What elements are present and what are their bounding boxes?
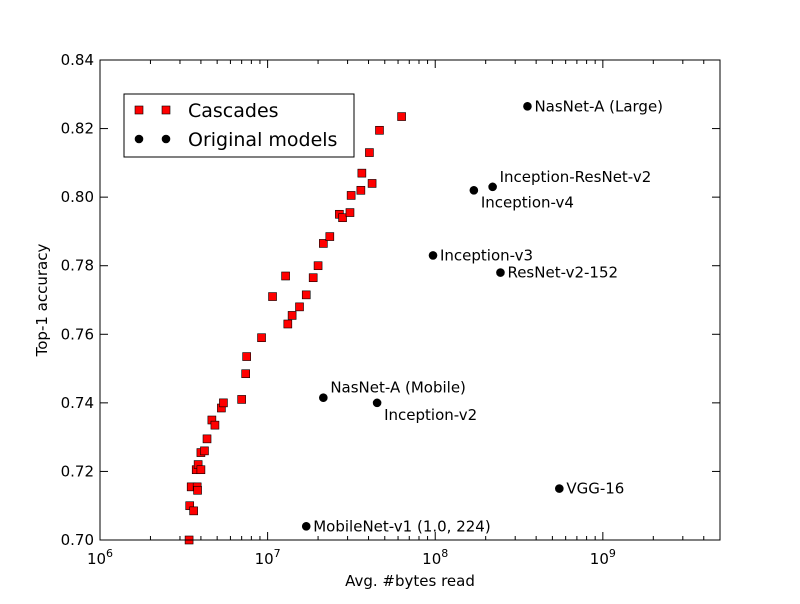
cascade-point [308, 273, 318, 283]
original-model-point [319, 393, 328, 403]
model-label: Inception-v3 [440, 246, 533, 264]
model-label: NasNet-A (Mobile) [330, 379, 466, 397]
cascade-point [356, 185, 366, 195]
cascade-point [295, 302, 304, 312]
point-labels-layer: MobileNet-v1 (1.0, 224) NasNet-A (Mobile)… [313, 97, 663, 535]
legend-items: Cascades Original models [134, 100, 337, 151]
legend-entry-label: Original models [188, 129, 337, 151]
cascade-point [367, 179, 377, 188]
legend-marker-circle [161, 134, 171, 144]
original-model-point [488, 182, 497, 192]
y-tick-label: 0.80 [61, 188, 94, 206]
y-tick-label: 0.72 [61, 462, 94, 480]
legend-marker-square [134, 105, 144, 115]
original-model-point [469, 185, 479, 195]
y-tick-label: 0.82 [61, 120, 94, 138]
legend-marker-circle [134, 134, 144, 144]
cascade-point [338, 213, 347, 223]
plot-area-frame [99, 59, 721, 541]
model-label: Inception-v4 [481, 193, 574, 211]
cascade-point [196, 465, 206, 475]
y-axis-ticks: 0.70 0.72 0.74 0.76 0.78 0.80 0.82 0.84 [61, 51, 720, 549]
model-label: Inception-v2 [384, 406, 477, 424]
cascade-point [287, 311, 297, 320]
model-label: Inception-ResNet-v2 [500, 168, 652, 186]
original-model-point [372, 398, 382, 408]
original-model-point [428, 251, 438, 260]
model-label: MobileNet-v1 (1.0, 224) [313, 517, 490, 535]
cascade-point [319, 239, 328, 248]
x-tick-label: 106 [87, 547, 113, 568]
y-axis-label: Top-1 accuracy [33, 244, 51, 358]
legend-marker-square [161, 105, 171, 115]
cascade-point [375, 125, 384, 135]
cascade-point [193, 485, 202, 495]
cascade-point [237, 395, 246, 404]
original-model-point [301, 521, 311, 531]
model-label: NasNet-A (Large) [534, 97, 663, 115]
x-axis-label: Avg. #bytes read [345, 572, 475, 590]
data-points-layer [184, 101, 564, 545]
original-model-point [555, 484, 564, 493]
cascade-point [325, 232, 335, 241]
cascade-point [365, 148, 374, 157]
y-tick-label: 0.78 [61, 257, 94, 275]
legend-entry-label: Cascades [188, 100, 279, 122]
x-tick-label: 108 [422, 547, 448, 568]
cascade-point [202, 434, 212, 444]
cascade-point [189, 506, 198, 516]
original-model-point [523, 101, 532, 111]
cascade-point [357, 168, 367, 178]
cascade-point [200, 446, 209, 456]
cascade-point [281, 271, 290, 281]
cascade-point [242, 352, 251, 361]
cascade-point [210, 420, 220, 430]
x-axis-ticks: 106 107 108 109 [87, 60, 721, 568]
cascade-point [241, 369, 250, 379]
x-tick-label: 109 [590, 547, 616, 568]
y-tick-label: 0.84 [61, 51, 94, 69]
legend: Cascades Original models [123, 93, 355, 158]
cascade-point [346, 191, 356, 200]
y-tick-label: 0.76 [61, 325, 94, 343]
cascade-point [257, 333, 266, 343]
original-model-point [496, 268, 505, 277]
cascade-point [283, 319, 293, 329]
y-tick-label: 0.74 [61, 394, 94, 412]
cascade-point [397, 112, 406, 121]
model-label: VGG-16 [566, 480, 624, 498]
cascade-point [219, 398, 228, 408]
y-tick-label: 0.70 [61, 531, 94, 549]
x-tick-label: 107 [255, 547, 281, 568]
model-label: ResNet-v2-152 [507, 264, 618, 282]
legend-box [123, 93, 355, 158]
cascade-point [301, 290, 311, 300]
cascade-point [345, 208, 355, 217]
cascade-point [268, 292, 277, 301]
cascade-point [313, 261, 323, 271]
